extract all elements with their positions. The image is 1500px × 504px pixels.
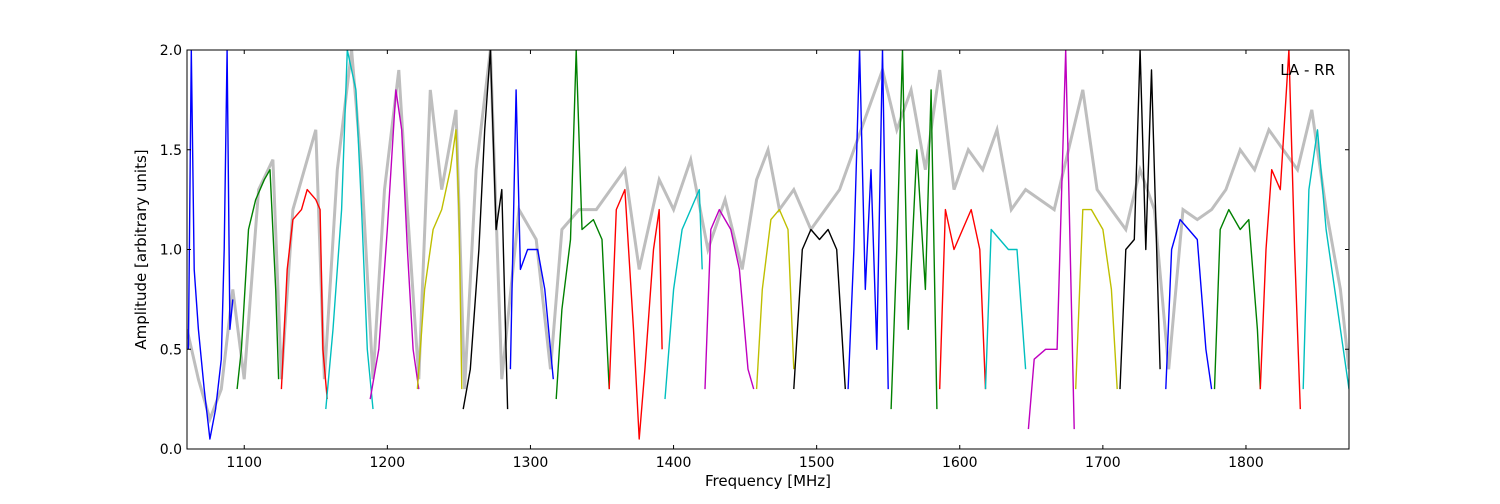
- series-line-13: [755, 208, 795, 390]
- y-tick-label: 2.0: [160, 43, 182, 59]
- y-tick-label: 0.5: [160, 342, 182, 358]
- series-line-21: [1119, 50, 1161, 390]
- series-line-14: [793, 228, 846, 390]
- series-line-15: [847, 50, 889, 390]
- series-line-5: [369, 89, 420, 400]
- series-line-1: [187, 50, 234, 440]
- plot-frame: [186, 49, 1350, 450]
- series-line-20: [1075, 208, 1118, 390]
- series-line-12: [704, 208, 755, 390]
- x-tick-label: 1200: [370, 455, 406, 471]
- series-line-8: [509, 89, 554, 380]
- series-line-22: [1165, 218, 1213, 390]
- series-line-17: [939, 208, 987, 390]
- series-line-6: [416, 129, 463, 390]
- series-line-2: [236, 169, 280, 390]
- y-axis-label: Amplitude [arbitrary units]: [132, 149, 150, 349]
- x-tick-label: 1400: [656, 455, 692, 471]
- x-axis-label: Frequency [MHz]: [705, 472, 831, 490]
- series-line-7: [462, 50, 509, 410]
- x-tick-label: 1300: [513, 455, 549, 471]
- series-line-11: [664, 188, 703, 400]
- series-line-25: [1302, 129, 1349, 390]
- series-layer: [187, 50, 1349, 440]
- series-line-3: [280, 188, 328, 400]
- chart-annotation: LA - RR: [1280, 61, 1335, 79]
- series-line-4: [325, 50, 374, 410]
- x-tick-label: 1100: [226, 455, 262, 471]
- x-tick-label: 1800: [1228, 455, 1264, 471]
- y-tick-label: 0.0: [160, 442, 182, 458]
- x-tick-label: 1700: [1085, 455, 1121, 471]
- y-tick-label: 1.5: [160, 143, 182, 159]
- x-tick-label: 1600: [942, 455, 978, 471]
- x-tick-label: 1500: [799, 455, 835, 471]
- background-series-line: [187, 50, 1349, 424]
- series-line-24: [1259, 50, 1301, 410]
- series-line-18: [984, 228, 1027, 390]
- series-line-16: [890, 50, 938, 410]
- tick-layer: 1100 1200 1300 1400 1500 1600 1700 1800 0.0 0.5 1.…: [160, 43, 1349, 471]
- series-line-10: [608, 188, 663, 440]
- series-line-19: [1027, 50, 1075, 430]
- series-line-9: [555, 50, 610, 400]
- y-tick-label: 1.0: [160, 243, 182, 259]
- series-line-23: [1213, 208, 1261, 390]
